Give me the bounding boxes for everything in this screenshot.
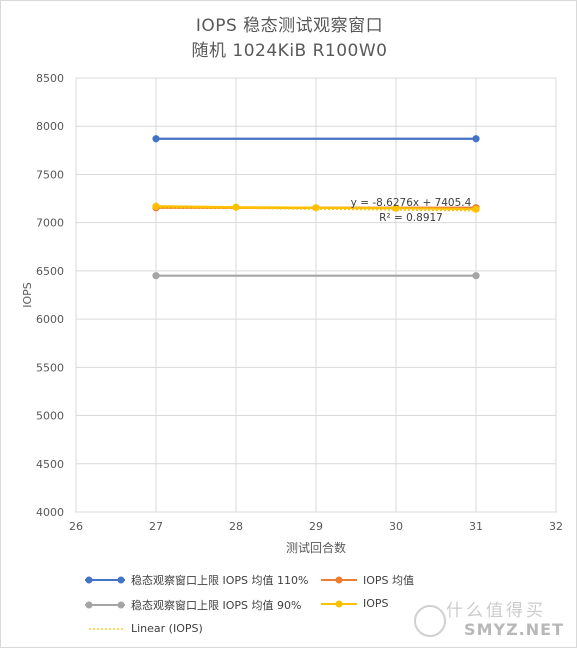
y-tick-label: 7500 bbox=[36, 168, 64, 181]
x-tick-label: 28 bbox=[229, 520, 243, 533]
series-point-3 bbox=[232, 203, 240, 211]
legend-item-iops: IOPS bbox=[319, 597, 389, 610]
x-tick-label: 26 bbox=[69, 520, 83, 533]
legend-label-iops: IOPS bbox=[363, 597, 389, 610]
legend-item-mean: IOPS 均值 bbox=[319, 572, 414, 588]
legend-item-lower: 稳态观察窗口上限 IOPS 均值 90% bbox=[83, 597, 301, 613]
y-tick-label: 5500 bbox=[36, 361, 64, 374]
y-tick-label: 8000 bbox=[36, 120, 64, 133]
series-point-0 bbox=[472, 135, 480, 143]
series-point-3 bbox=[472, 205, 480, 213]
legend-item-trend: Linear (IOPS) bbox=[87, 622, 203, 635]
series-point-3 bbox=[312, 204, 320, 212]
y-tick-label: 5000 bbox=[36, 410, 64, 423]
legend-label-upper: 稳态观察窗口上限 IOPS 均值 110% bbox=[131, 574, 309, 587]
series-point-2 bbox=[472, 272, 480, 280]
trendline-equation: y = -8.6276x + 7405.4 bbox=[351, 197, 472, 209]
trendline bbox=[155, 206, 477, 212]
x-tick-label: 29 bbox=[309, 520, 323, 533]
x-tick-label: 32 bbox=[549, 520, 563, 533]
chart-subtitle: 随机 1024KiB R100W0 bbox=[191, 41, 388, 61]
watermark-site: SMYZ.NET bbox=[464, 620, 564, 639]
y-tick-label: 4000 bbox=[36, 506, 64, 519]
watermark-cn: 什么值得买 bbox=[446, 601, 546, 621]
y-tick-label: 6000 bbox=[36, 313, 64, 326]
y-tick-label: 8500 bbox=[36, 72, 64, 85]
x-axis-title: 测试回合数 bbox=[286, 540, 346, 555]
x-tick-label: 30 bbox=[389, 520, 403, 533]
series-point-2 bbox=[152, 272, 160, 280]
legend-item-upper: 稳态观察窗口上限 IOPS 均值 110% bbox=[83, 572, 308, 588]
y-tick-label: 4500 bbox=[36, 458, 64, 471]
trendline-r-squared: R² = 0.8917 bbox=[379, 212, 443, 224]
y-tick-label: 6500 bbox=[36, 265, 64, 278]
chart-title: IOPS 稳态测试观察窗口 bbox=[195, 16, 384, 36]
legend-label-mean: IOPS 均值 bbox=[363, 574, 415, 587]
watermark-logo bbox=[414, 605, 446, 637]
legend-label-trend: Linear (IOPS) bbox=[131, 622, 203, 635]
series-point-3 bbox=[152, 202, 160, 210]
x-tick-label: 27 bbox=[149, 520, 163, 533]
series-point-0 bbox=[152, 135, 160, 143]
legend-label-lower: 稳态观察窗口上限 IOPS 均值 90% bbox=[131, 599, 302, 612]
x-tick-label: 31 bbox=[469, 520, 483, 533]
y-tick-label: 7000 bbox=[36, 217, 64, 230]
y-axis-title: IOPS bbox=[21, 282, 34, 308]
